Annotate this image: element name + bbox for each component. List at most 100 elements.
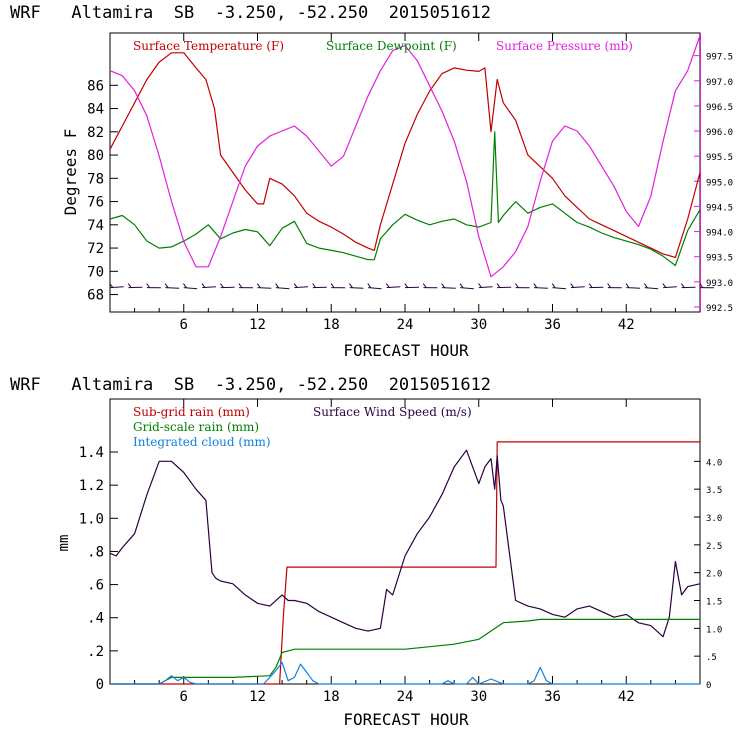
panel1-y2-tick-label: 992.5 (706, 304, 733, 314)
integrated-cloud-line (110, 661, 700, 685)
panel2-y2-tick-label: 2.5 (706, 542, 722, 552)
panel1-y2-tick-label: 994.5 (706, 203, 733, 213)
panel1-y-tick-label: 74 (87, 218, 104, 234)
panel1-y-tick-label: 70 (87, 264, 104, 280)
panel2-x-tick-label: 42 (618, 689, 635, 705)
wind-barb-flag (607, 283, 612, 288)
panel2-y2-tick-label: 0 (706, 681, 711, 691)
panel2-y2-tick-label: 1.0 (706, 625, 722, 635)
wind-barb-flag (275, 283, 280, 289)
wind-barb-flag (183, 283, 187, 289)
panel2-y2-tick-label: 3.5 (706, 486, 722, 496)
panel1-y-tick-label: 86 (87, 78, 104, 94)
panel2-y2-tick-label: 4.0 (706, 458, 722, 468)
wind-barb-staff (368, 287, 382, 290)
panel1-title: WRF Altamira SB -3.250, -52.250 20150516… (10, 3, 491, 23)
panel1-x-tick-label: 18 (323, 317, 340, 333)
panel1-y2-tick-label: 995.5 (706, 153, 733, 163)
wind-barb-flag (441, 283, 446, 289)
panel2-y-tick-label: .8 (87, 544, 104, 560)
panel1-y2-tick-label: 993.0 (706, 279, 733, 289)
panel2-x-tick-label: 24 (397, 689, 414, 705)
wind-barb-staff (183, 287, 198, 290)
legend-surface-wind-speed: Surface Wind Speed (m/s) (313, 405, 472, 419)
wind-barb-staff (257, 287, 272, 289)
sub-grid-rain-line (110, 441, 700, 685)
surface-pressure-line (109, 35, 701, 278)
panel1-y2-tick-label: 995.0 (706, 178, 733, 188)
wind-barb-flag (349, 283, 353, 289)
wind-barb-flag (367, 283, 372, 289)
panel2-y-tick-label: .4 (87, 611, 104, 627)
legend-surface-dewpoint: Surface Dewpoint (F) (326, 39, 457, 53)
panel2-y-tick-label: 1.0 (79, 511, 104, 527)
panel2-x-axis-label: FORECAST HOUR (343, 710, 469, 729)
wind-barb-flag (662, 283, 667, 288)
panel1-y-tick-label: 68 (87, 288, 104, 304)
panel2-x-tick-label: 12 (249, 689, 266, 705)
wind-barb-flag (588, 283, 593, 288)
wind-barb-flag (201, 283, 206, 288)
panel2-y2-tick-label: .5 (706, 653, 717, 663)
panel1-y-tick-label: 84 (87, 102, 104, 118)
panel1-y2-tick-label: 997.5 (706, 53, 733, 63)
panel1-x-tick-label: 12 (249, 317, 266, 333)
wind-barb-flag (533, 283, 538, 289)
wind-barb-flag (680, 283, 685, 288)
surface-temperature-line (109, 52, 701, 258)
wind-barb-flag (330, 283, 335, 288)
temperature-panel: WRF Altamira SB -3.250, -52.250 20150516… (10, 3, 733, 360)
legend-sub-grid-rain: Sub-grid rain (mm) (133, 405, 250, 419)
wind-barb-flag (496, 283, 501, 288)
wind-barb-staff (626, 287, 641, 289)
legend-integrated-cloud: Integrated cloud (mm) (133, 435, 271, 449)
wind-barb-staff (534, 287, 548, 289)
wind-barb-flag (551, 283, 556, 289)
panel2-y-tick-label: .6 (87, 578, 104, 594)
wind-barb-flag (293, 283, 298, 288)
legend-surface-temperature: Surface Temperature (F) (133, 39, 284, 53)
panel2-y-axis-label: mm (56, 535, 72, 552)
panel1-y2-tick-label: 994.0 (706, 229, 733, 239)
wind-barb-staff (275, 287, 290, 290)
wind-barb-flag (643, 283, 648, 289)
panel1-x-tick-label: 42 (618, 317, 635, 333)
panel2-y2-tick-label: 1.5 (706, 598, 722, 608)
wind-barb-staff (460, 287, 474, 290)
surface-dewpoint-line (109, 131, 701, 267)
panel2-title: WRF Altamira SB -3.250, -52.250 20150516… (10, 375, 491, 395)
wind-barb-flag (515, 283, 519, 288)
wind-barb-flag (385, 283, 390, 288)
panel1-x-axis-label: FORECAST HOUR (343, 341, 469, 360)
panel2-x-tick-label: 36 (544, 689, 561, 705)
panel1-y-tick-label: 82 (87, 125, 104, 141)
wind-barb-flag (459, 283, 464, 289)
legend-grid-scale-rain: Grid-scale rain (mm) (133, 420, 259, 434)
wind-barb-flag (625, 283, 630, 289)
panel2-x-tick-label: 30 (470, 689, 487, 705)
panel1-y2-tick-label: 997.0 (706, 78, 733, 88)
wind-barb-staff (441, 287, 456, 289)
wind-barb-flag (478, 283, 482, 288)
wind-barb-flag (146, 283, 151, 288)
grid-scale-rain-line (110, 618, 700, 685)
wind-barb-staff (165, 287, 180, 289)
wind-barb-staff (552, 287, 566, 290)
panel1-right-axis-line (700, 33, 701, 312)
surface-wind-speed-line (109, 449, 701, 638)
panel2-x-tick-label: 18 (323, 689, 340, 705)
wind-barb-staff (349, 287, 364, 289)
panel1-y2-tick-label: 996.0 (706, 128, 733, 138)
panel2-x-tick-label: 6 (180, 689, 188, 705)
panel1-x-tick-label: 30 (470, 317, 487, 333)
panel1-y-tick-label: 72 (87, 241, 104, 257)
wind-barb-flag (570, 283, 575, 288)
precipitation-panel: WRF Altamira SB -3.250, -52.250 20150516… (10, 375, 722, 729)
panel1-y-tick-label: 78 (87, 171, 104, 187)
panel1-x-tick-label: 6 (180, 317, 188, 333)
panel2-y2-tick-label: 2.0 (706, 570, 722, 580)
wind-barb-flag (404, 283, 409, 288)
wind-barb-flag (220, 283, 224, 288)
panel1-y-axis-label: Degrees F (61, 129, 80, 216)
panel2-y-tick-label: 1.4 (79, 445, 104, 461)
